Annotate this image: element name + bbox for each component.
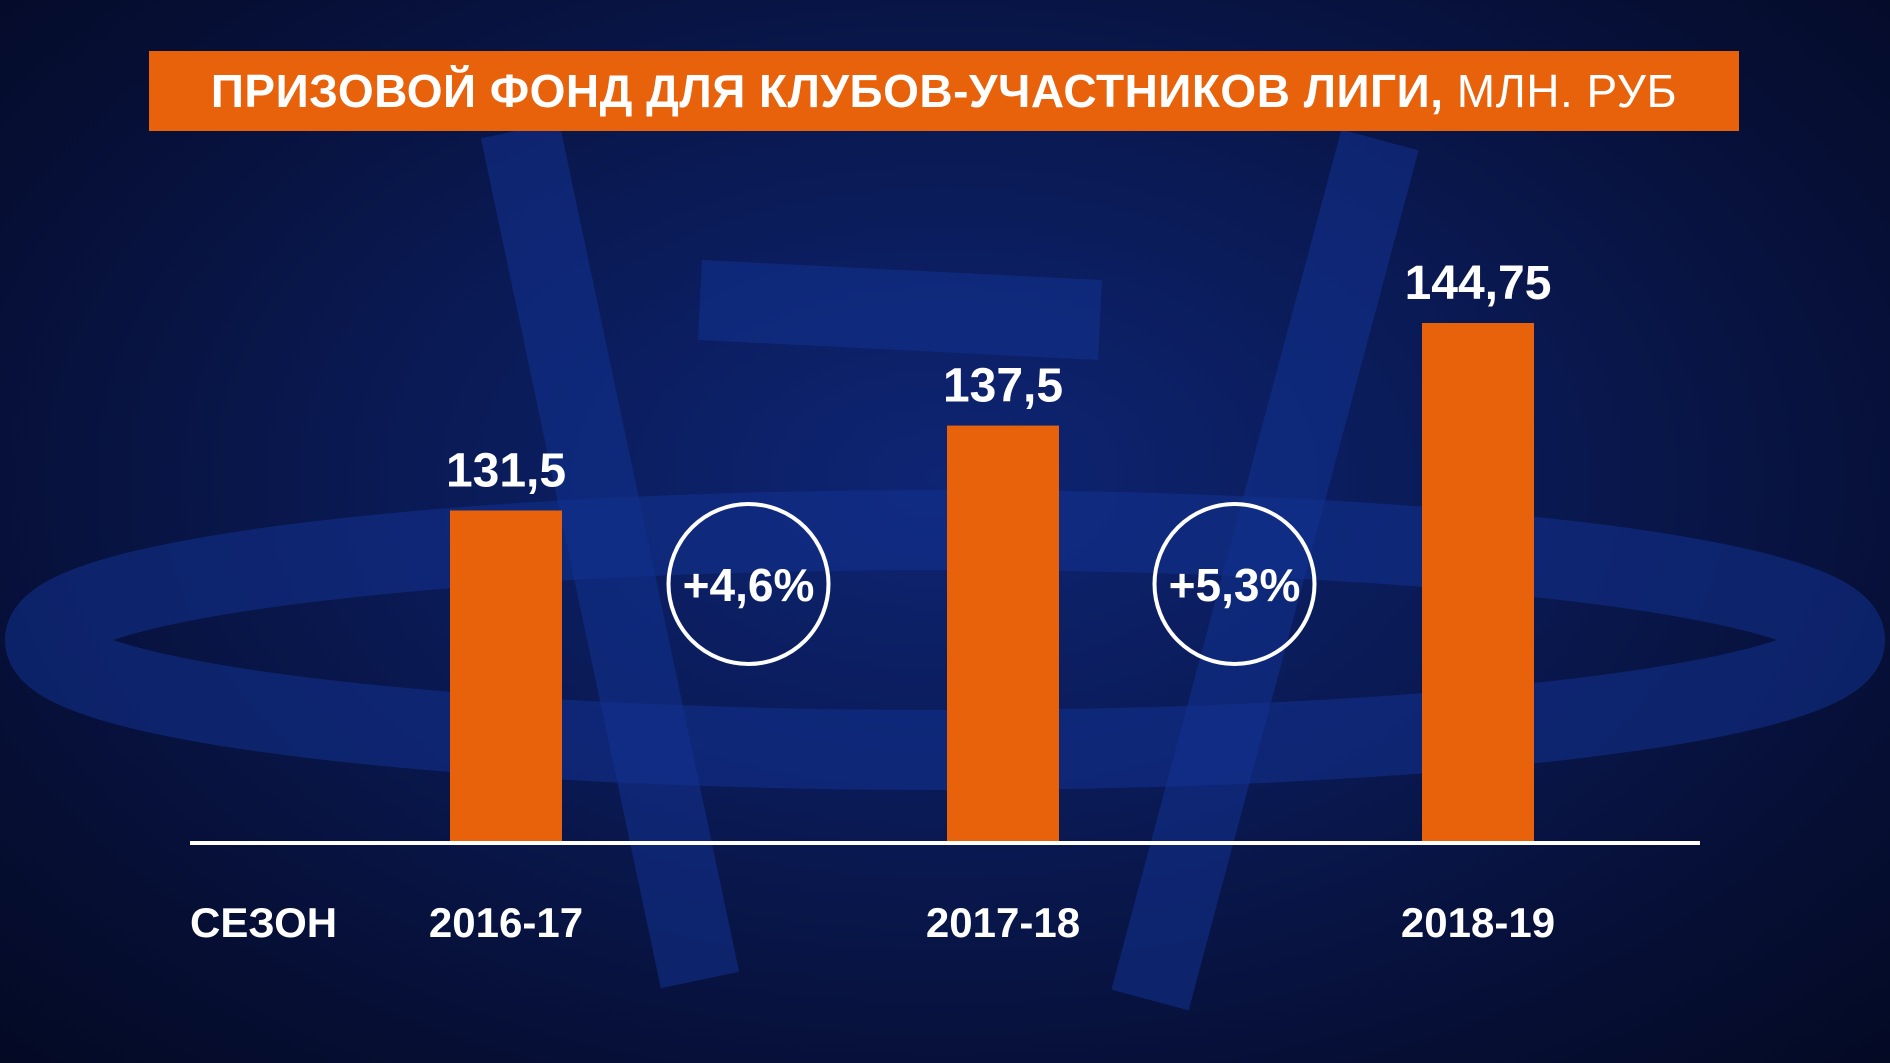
x-tick-label: 2018-19: [1401, 899, 1555, 946]
bar-2016-17: [450, 510, 562, 843]
data-label: 131,5: [446, 444, 566, 497]
data-label: 144,75: [1405, 257, 1552, 310]
x-tick-label: 2016-17: [429, 899, 583, 946]
chart-title-banner: ПРИЗОВОЙ ФОНД ДЛЯ КЛУБОВ-УЧАСТНИКОВ ЛИГИ…: [149, 51, 1739, 131]
bar-2018-19: [1422, 323, 1534, 843]
growth-badge: [1152, 502, 1317, 666]
growth-label: +4,6%: [683, 559, 815, 611]
chart-title: ПРИЗОВОЙ ФОНД ДЛЯ КЛУБОВ-УЧАСТНИКОВ ЛИГИ…: [210, 65, 1444, 117]
chart-title-unit: МЛН. РУБ: [1456, 65, 1678, 117]
x-tick-label: 2017-18: [926, 899, 1080, 946]
bar-2017-18: [947, 425, 1059, 843]
data-label: 137,5: [943, 360, 1063, 413]
x-axis-label: СЕЗОН: [190, 899, 337, 946]
growth-label: +5,3%: [1169, 559, 1301, 611]
growth-badge: [666, 502, 831, 666]
